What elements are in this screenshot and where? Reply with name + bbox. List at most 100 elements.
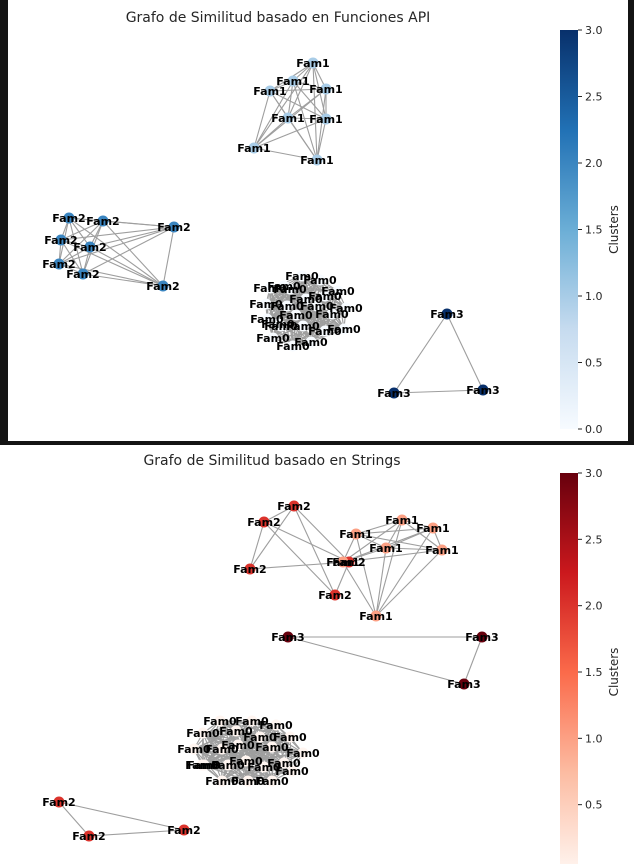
graph-edge — [193, 730, 237, 750]
node-label: Fam0 — [267, 280, 301, 293]
api-graph-canvas: Grafo de Similitud basado en Funciones A… — [42, 10, 621, 436]
graph-edge — [393, 389, 484, 394]
node-label: Fam0 — [253, 282, 287, 295]
node-label: Fam0 — [255, 775, 289, 788]
graph-edge — [58, 246, 91, 265]
graph-node — [232, 739, 244, 751]
graph-edge — [375, 549, 443, 617]
graph-node — [248, 142, 260, 154]
graph-node — [264, 282, 276, 294]
colorbar-tick-label: 3.0 — [585, 467, 603, 480]
node-label: Fam2 — [42, 796, 75, 809]
graph-edge — [201, 764, 293, 772]
graph-node — [97, 215, 109, 227]
node-label: Fam0 — [279, 309, 313, 322]
graph-edge — [221, 762, 285, 782]
node-label: Fam0 — [289, 293, 323, 306]
node-label: Fam1 — [339, 528, 372, 541]
node-label: Fam1 — [385, 514, 418, 527]
graph-edge — [393, 313, 448, 394]
node-layer — [53, 57, 489, 399]
graph-node — [214, 715, 226, 727]
graph-node — [286, 765, 298, 777]
colorbar-tick-label: 1.5 — [585, 666, 603, 679]
graph-node — [55, 234, 67, 246]
graph-edge — [287, 80, 294, 119]
node-label: Fam0 — [273, 731, 307, 744]
graph-edge — [253, 80, 294, 149]
graph-node — [196, 759, 208, 771]
graph-edge — [89, 246, 164, 287]
graph-edge — [401, 519, 443, 551]
graph-edge — [263, 521, 350, 563]
node-label: Fam0 — [264, 320, 298, 333]
node-label: Fam3 — [271, 631, 304, 644]
colorbar-tick-label: 0.5 — [585, 357, 603, 370]
node-label: Fam0 — [229, 755, 263, 768]
graph-node — [278, 757, 290, 769]
graph-edge — [287, 62, 314, 119]
graph-node — [380, 542, 392, 554]
node-label: Fam1 — [300, 154, 333, 167]
graph-edge — [305, 298, 347, 309]
node-label: Fam0 — [211, 759, 245, 772]
graph-edge — [58, 801, 185, 831]
node-label: Fam0 — [235, 715, 269, 728]
node-label: Fam2 — [233, 563, 266, 576]
graph-edge — [253, 117, 289, 149]
graph-node — [370, 610, 382, 622]
graph-node — [188, 743, 200, 755]
colorbar-tick-label: 2.0 — [585, 157, 603, 170]
graph-node — [388, 387, 400, 399]
node-label: Fam2 — [72, 830, 105, 843]
graph-edge — [316, 118, 327, 161]
graph-edge — [289, 288, 339, 292]
graph-node — [300, 293, 312, 305]
graph-edge — [269, 90, 327, 120]
node-label: Fam0 — [231, 775, 265, 788]
graph-edge — [293, 505, 350, 563]
graph-node — [320, 83, 332, 95]
node-label: Fam0 — [243, 731, 277, 744]
graph-node — [284, 283, 296, 295]
node-label: Fam1 — [326, 556, 359, 569]
graph-edge — [221, 748, 285, 764]
graph-edge — [58, 263, 164, 287]
graph-node — [337, 556, 349, 568]
node-label: Fam3 — [465, 631, 498, 644]
colorbar-label: Clusters — [607, 205, 621, 254]
graph-edge — [202, 720, 253, 734]
node-label: Fam2 — [332, 556, 365, 569]
strings-similarity-graph-panel: Grafo de Similitud basado en Strings Fam… — [0, 445, 634, 864]
node-label: Fam1 — [309, 83, 342, 96]
graph-edge — [68, 217, 84, 275]
node-label: Fam0 — [261, 318, 295, 331]
node-label: Fam0 — [315, 308, 349, 321]
colorbar-tick-label: 2.5 — [585, 91, 603, 104]
graph-node — [83, 830, 95, 842]
graph-node — [326, 308, 338, 320]
graph-edge — [295, 314, 345, 330]
graph-edge — [280, 325, 345, 330]
graph-edge — [375, 519, 403, 617]
graph-node — [84, 241, 96, 253]
node-label: Fam2 — [66, 268, 99, 281]
graph-edge — [60, 239, 164, 287]
graph-edge — [287, 117, 318, 161]
colorbar-tick-label: 0.0 — [585, 423, 603, 436]
colorbar-tick-label: 0.5 — [585, 799, 603, 812]
node-label: Fam2 — [146, 280, 179, 293]
colorbar-tick-label: 1.0 — [585, 732, 603, 745]
graph-node — [240, 755, 252, 767]
node-label: Fam0 — [329, 302, 363, 315]
node-label: Fam0 — [286, 747, 320, 760]
graph-node — [258, 516, 270, 528]
graph-edge — [201, 746, 273, 766]
graph-node — [477, 384, 489, 396]
node-label: Fam0 — [256, 332, 290, 345]
graph-title: Grafo de Similitud basado en Funciones A… — [126, 10, 431, 26]
node-label: Fam3 — [466, 384, 499, 397]
node-label: Fam0 — [285, 270, 319, 283]
node-label: Fam1 — [253, 85, 286, 98]
graph-node — [281, 300, 293, 312]
